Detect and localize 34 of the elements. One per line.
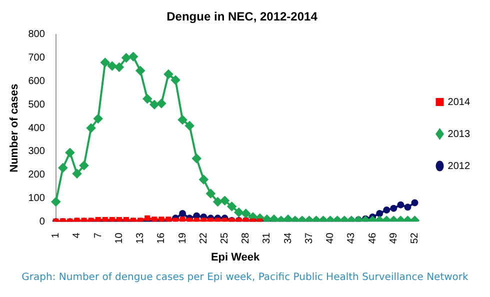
y-tick-label: 0 bbox=[39, 216, 46, 228]
y-axis-title: Number of cases bbox=[8, 84, 21, 172]
x-tick-label: 52 bbox=[410, 232, 421, 244]
x-tick-label: 40 bbox=[325, 232, 336, 244]
x-tick-label: 46 bbox=[367, 232, 378, 244]
y-tick-label: 400 bbox=[28, 122, 46, 134]
x-tick-label: 43 bbox=[346, 232, 358, 244]
x-tick-label: 25 bbox=[220, 232, 231, 244]
y-tick-label: 300 bbox=[28, 146, 46, 158]
x-tick-label: 1 bbox=[50, 232, 62, 238]
x-tick-label: 10 bbox=[114, 232, 125, 244]
text: Graph: Number of dengue cases per Epi week, Pacific Public Health Surveillance Network bbox=[20, 272, 470, 283]
x-tick-label: 7 bbox=[92, 232, 104, 238]
y-tick-label: 200 bbox=[28, 170, 46, 181]
x-axis-title: Epi Week bbox=[210, 251, 261, 264]
y-tick-label: 600 bbox=[28, 76, 46, 87]
y-tick-label: 500 bbox=[28, 99, 46, 110]
x-tick-label: 28 bbox=[240, 232, 252, 244]
x-tick-label: 34 bbox=[282, 232, 294, 244]
legend-label: 2013 bbox=[448, 128, 470, 140]
legend-label: 2014 bbox=[448, 96, 470, 108]
x-tick-label: 16 bbox=[156, 232, 168, 244]
x-tick-label: 49 bbox=[388, 232, 400, 244]
x-tick-label: 37 bbox=[304, 232, 315, 244]
y-tick-label: 700 bbox=[28, 52, 46, 64]
chart-title: Dengue in NEC, 2012-2014 bbox=[166, 10, 318, 24]
x-tick-label: 4 bbox=[72, 232, 83, 238]
x-tick-label: 31 bbox=[262, 232, 273, 244]
x-tick-label: 22 bbox=[198, 232, 210, 244]
legend-label: 2012 bbox=[448, 160, 470, 172]
y-tick-label: 100 bbox=[28, 193, 46, 204]
x-tick-label: 13 bbox=[135, 232, 146, 244]
x-tick-label: 19 bbox=[177, 232, 188, 244]
y-tick-label: 800 bbox=[28, 29, 46, 40]
